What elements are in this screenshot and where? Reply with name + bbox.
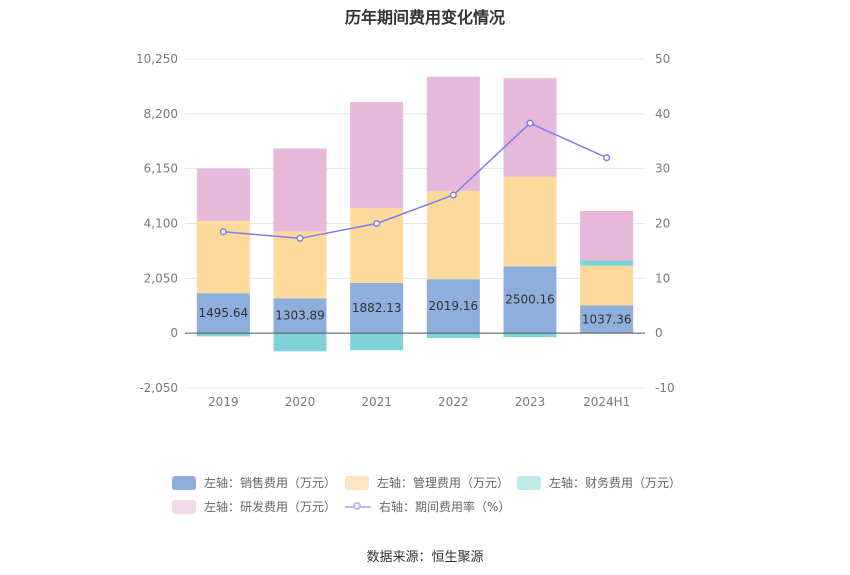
bar-rd [196, 168, 250, 221]
bar-finance [196, 333, 250, 337]
bar-finance [426, 333, 480, 338]
rate-point [526, 119, 534, 127]
rate-point [373, 219, 381, 228]
bar-data-label: 1303.89 [275, 309, 325, 323]
rate-point [219, 228, 227, 236]
right-axis-tick: 0 [655, 326, 663, 340]
bar-sales [426, 279, 480, 334]
bar-sales [273, 298, 327, 334]
x-axis-tick: 2023 [515, 395, 546, 409]
bar-admin [580, 265, 634, 306]
legend-swatch-sales [172, 475, 196, 490]
left-axis-tick: 4,100 [144, 217, 178, 231]
rate-point [296, 234, 304, 242]
right-axis-tick: 50 [655, 52, 670, 66]
legend-swatch-admin [345, 475, 369, 490]
bar-rd [503, 78, 557, 177]
bar-finance [273, 333, 327, 352]
right-axis-tick: 40 [655, 107, 670, 121]
legend-label-admin: 左轴：管理费用（万元） [377, 476, 510, 490]
x-axis-tick: 2022 [438, 395, 469, 409]
left-axis-tick: 10,250 [136, 52, 178, 66]
left-axis-tick: -2,050 [139, 381, 178, 395]
bar-data-label: 2019.16 [429, 299, 479, 313]
bar-sales [196, 293, 250, 334]
bar-sales [350, 282, 404, 334]
x-axis-tick: 2024H1 [583, 395, 630, 409]
left-axis-tick: 0 [170, 326, 178, 340]
bar-admin [350, 207, 404, 283]
bar-rd [580, 210, 634, 261]
bar-finance [580, 260, 634, 266]
bar-data-label: 1495.64 [199, 306, 249, 320]
legend-swatch-rate [345, 500, 371, 514]
bar-data-label: 1037.36 [582, 312, 632, 326]
legend-label-rate: 右轴：期间费用率（%） [379, 500, 511, 514]
bar-sales [580, 305, 634, 334]
rate-point [603, 154, 611, 162]
left-axis-tick: 6,150 [144, 162, 178, 176]
legend-item-admin[interactable]: 左轴：管理费用（万元） [345, 474, 509, 491]
x-axis-tick: 2021 [361, 395, 392, 409]
bar-data-label: 2500.16 [505, 293, 555, 307]
bar-sales [503, 266, 557, 334]
x-axis-tick: 2020 [285, 395, 316, 409]
bar-rd [273, 148, 327, 232]
legend-swatch-rd [172, 499, 196, 514]
left-axis-tick: 8,200 [144, 107, 178, 121]
right-axis-tick: 20 [655, 217, 670, 231]
legend-swatch-finance [517, 475, 541, 490]
legend-label-finance: 左轴：财务费用（万元） [549, 476, 682, 490]
legend-label-rd: 左轴：研发费用（万元） [204, 500, 337, 514]
legend-item-rate[interactable]: 右轴：期间费用率（%） [345, 498, 510, 515]
legend-item-finance[interactable]: 左轴：财务费用（万元） [517, 474, 681, 491]
bar-admin [426, 190, 480, 280]
bar-rd [350, 102, 404, 208]
right-axis-tick: 10 [655, 271, 670, 285]
bar-finance [350, 333, 404, 351]
bar-rd [426, 76, 480, 191]
chart-title: 历年期间费用变化情况 [344, 8, 505, 27]
left-axis-tick: 2,050 [144, 271, 178, 285]
rate-point [449, 191, 457, 199]
data-source: 数据来源：恒生聚源 [366, 550, 484, 565]
bar-admin [273, 231, 327, 299]
bar-data-label: 1882.13 [352, 301, 402, 315]
rate-line [223, 122, 607, 240]
bar-finance [503, 333, 557, 338]
chart-plot: -2,050 -10 0 0 2,050 10 4,100 20 6,150 30 8,200 40 1… [136, 52, 675, 409]
legend-item-rd[interactable]: 左轴：研发费用（万元） [172, 498, 336, 515]
bar-admin [503, 176, 557, 267]
legend-item-sales[interactable]: 左轴：销售费用（万元） [172, 474, 336, 491]
legend-label-sales: 左轴：销售费用（万元） [204, 476, 337, 490]
x-axis-tick: 2019 [208, 395, 239, 409]
right-axis-tick: 30 [655, 162, 670, 176]
right-axis-tick: -10 [655, 381, 675, 395]
